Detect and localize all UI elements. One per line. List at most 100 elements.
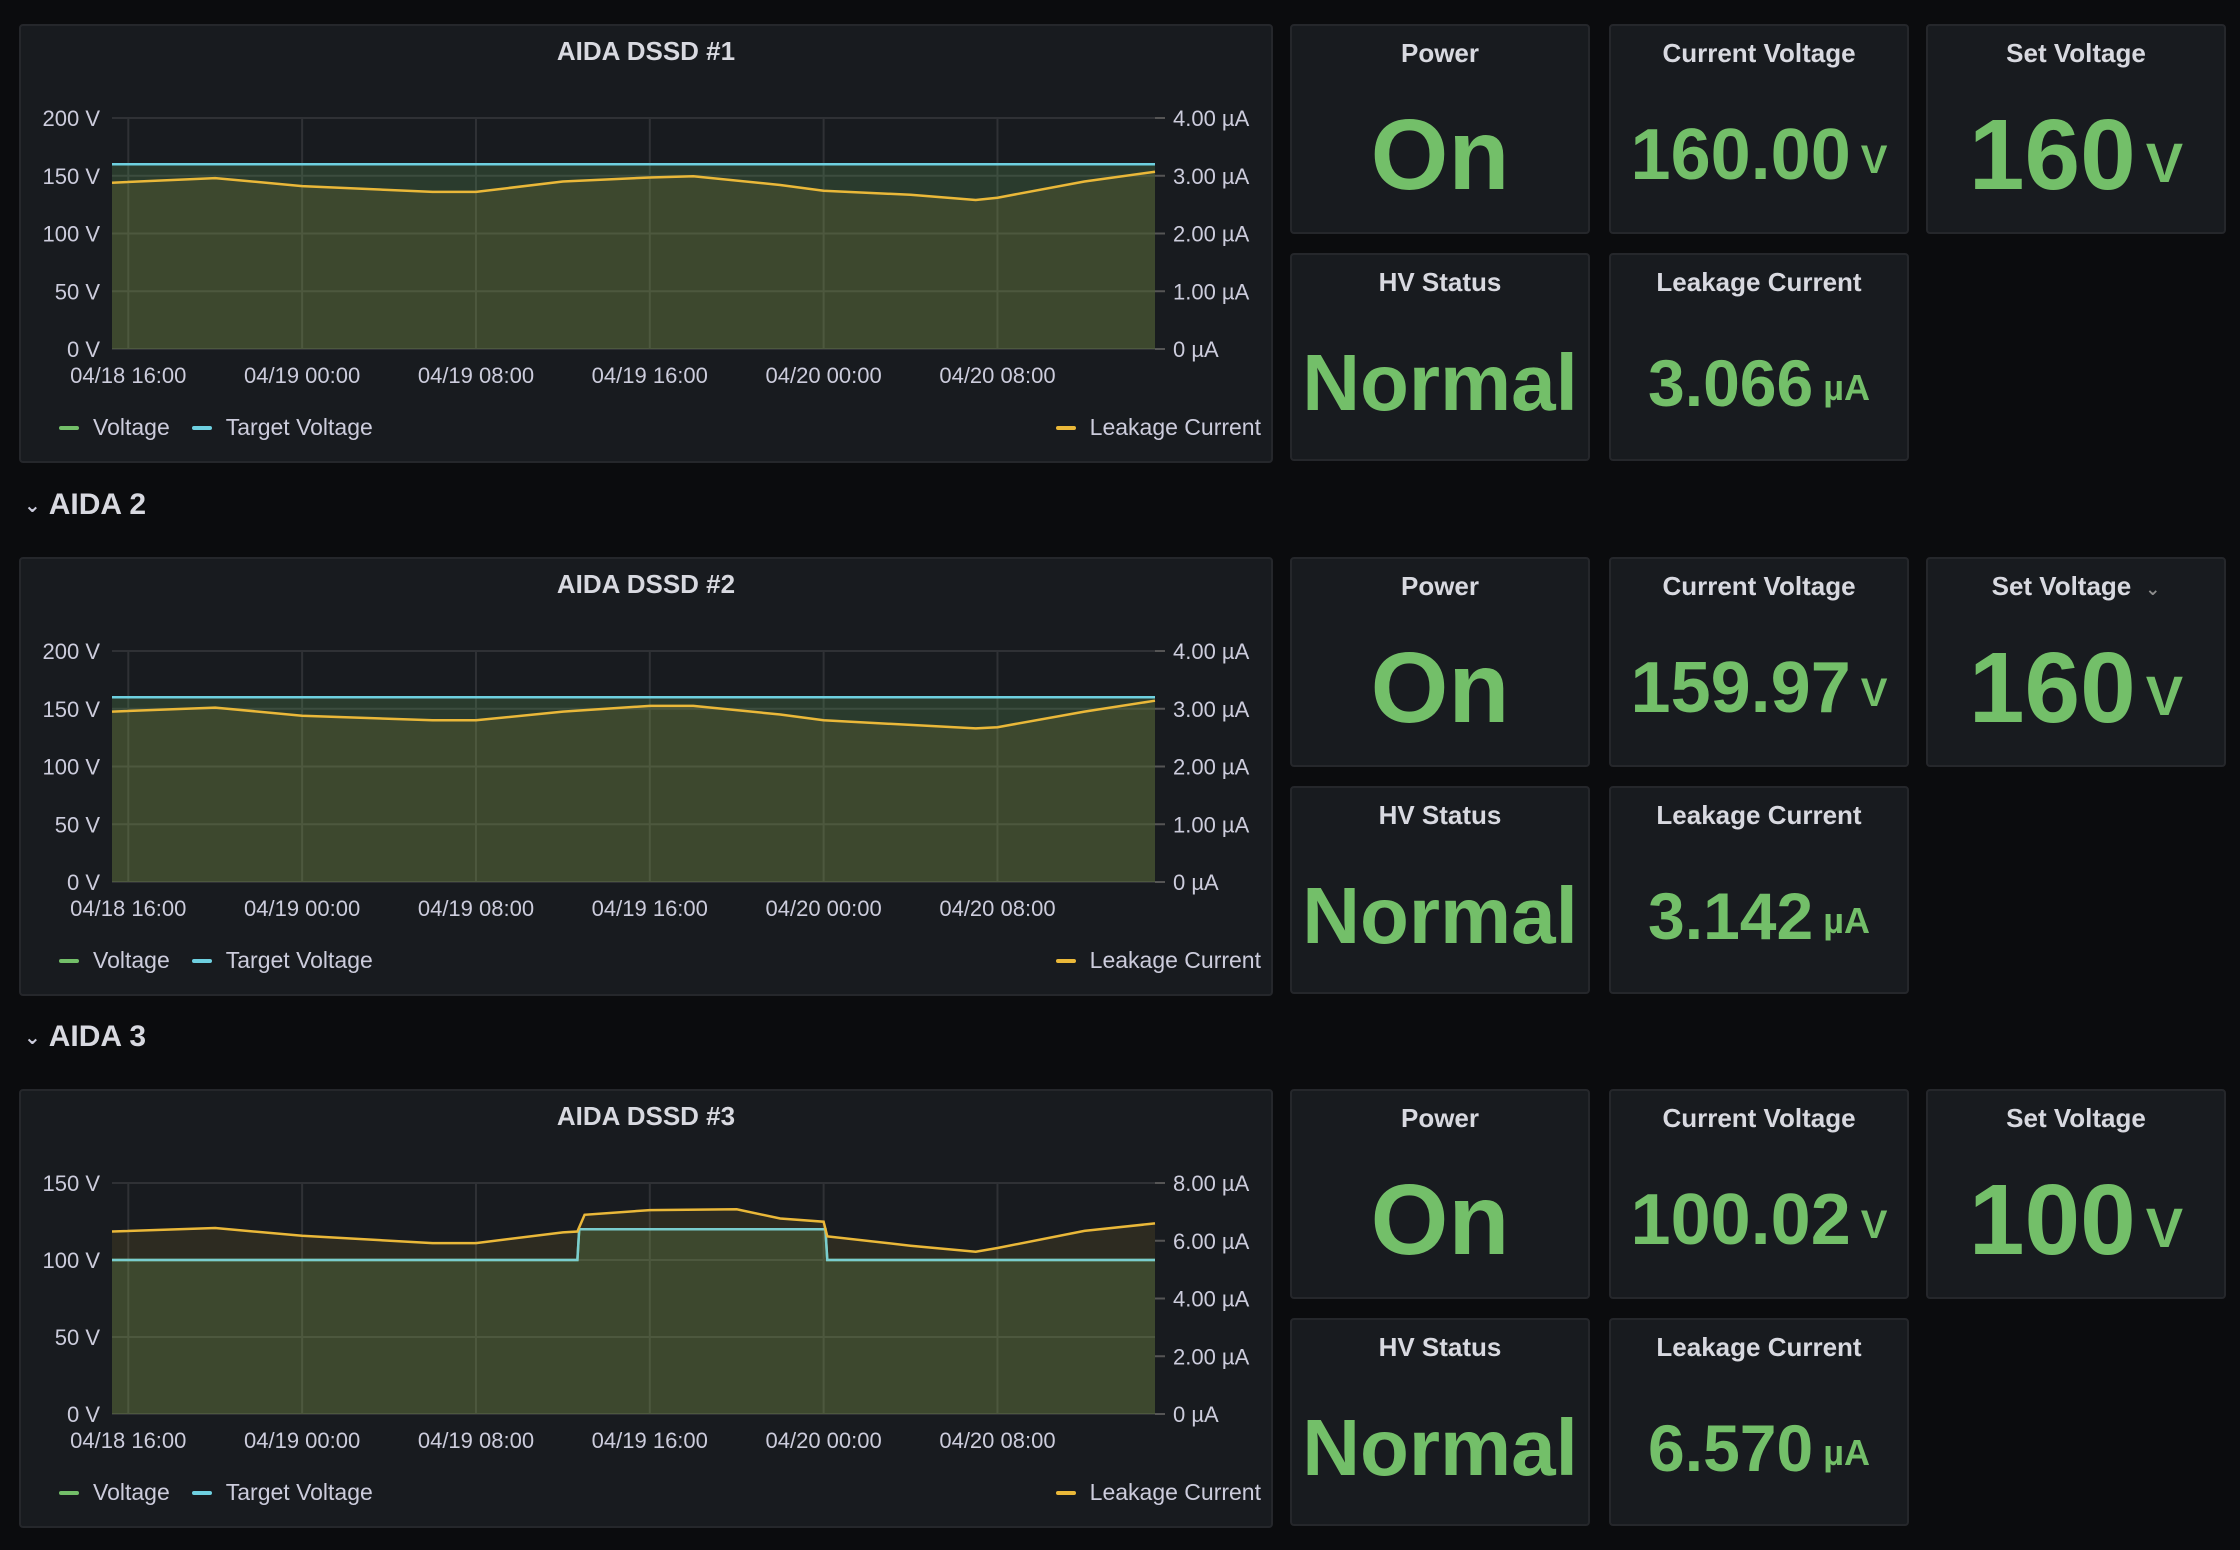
stat-title[interactable]: HV Status (1292, 800, 1588, 831)
row-header[interactable]: ⌄ AIDA 2 (24, 488, 146, 522)
stat-title-text: Current Voltage (1662, 571, 1856, 601)
stat-unit: µA (1823, 1432, 1870, 1473)
stat-title[interactable]: Current Voltage (1611, 571, 1907, 602)
stat-unit: µA (1823, 900, 1870, 941)
stat-value-wrap: Normal (1292, 1372, 1588, 1524)
stat-title[interactable]: HV Status (1292, 267, 1588, 298)
y-left-tick-label: 50 V (55, 279, 101, 304)
y-right-tick-label: 0 µA (1173, 337, 1219, 362)
legend-right: Leakage Current (1055, 1479, 1261, 1506)
y-left-tick-label: 0 V (67, 1402, 100, 1427)
stat-unit: V (1860, 137, 1888, 182)
stat-title[interactable]: Leakage Current (1611, 267, 1907, 298)
chart-panel: AIDA DSSD #1 0 V 50 V 100 V 150 V 200 V 0 µA 1.… (19, 24, 1273, 463)
leakage-current-line (111, 699, 1156, 730)
stat-panel-set-voltage: Set Voltage 100 V (1926, 1089, 2226, 1299)
stat-title[interactable]: Set Voltage (1928, 1103, 2224, 1134)
stat-title-text: Current Voltage (1662, 1103, 1856, 1133)
legend-swatch (59, 1490, 79, 1495)
stat-panel-current-voltage: Current Voltage 160.00 V (1609, 24, 1909, 234)
stat-title-text: Power (1400, 1103, 1480, 1133)
legend-swatch (59, 958, 79, 963)
stat-title[interactable]: Set Voltage ⌄ (1928, 571, 2224, 602)
stat-title-text: Set Voltage (1991, 571, 2132, 601)
stat-title[interactable]: Power (1292, 571, 1588, 602)
stat-title[interactable]: HV Status (1292, 1332, 1588, 1363)
stat-title[interactable]: Current Voltage (1611, 38, 1907, 69)
y-left-tick-label: 100 V (43, 1248, 101, 1273)
legend-label: Leakage Current (1089, 414, 1261, 440)
legend-item-leakage[interactable]: Leakage Current (1055, 1479, 1261, 1506)
stat-value: Normal (1302, 871, 1578, 960)
legend-right: Leakage Current (1055, 414, 1261, 441)
row-title: AIDA 2 (48, 488, 147, 521)
legend-label: Voltage (93, 1479, 170, 1505)
stat-value-wrap: On (1292, 611, 1588, 765)
stat-value: On (1370, 98, 1510, 211)
stat-value-wrap: 100 V (1928, 1143, 2224, 1297)
stat-panel-power: Power On (1290, 24, 1590, 234)
stat-title[interactable]: Set Voltage (1928, 38, 2224, 69)
stat-title-text: Power (1400, 38, 1480, 68)
panel-title[interactable]: AIDA DSSD #3 (556, 1101, 736, 1131)
panel-title[interactable]: AIDA DSSD #1 (556, 36, 736, 66)
legend-label: Voltage (93, 947, 170, 973)
legend-item-target[interactable]: Target Voltage (191, 1479, 373, 1506)
panel-menu-chevron-icon[interactable]: ⌄ (2145, 579, 2161, 599)
stat-title-text: Leakage Current (1656, 800, 1862, 830)
y-right-tick-label: 4.00 µA (1173, 1287, 1250, 1312)
leakage-current-area (112, 171, 1155, 349)
x-tick-label: 04/19 16:00 (592, 896, 708, 921)
stat-panel-set-voltage: Set Voltage ⌄ 160 V (1926, 557, 2226, 767)
panel-title[interactable]: AIDA DSSD #2 (556, 569, 736, 599)
legend-item-voltage[interactable]: Voltage (59, 947, 170, 974)
stat-value-wrap: 100.02 V (1611, 1143, 1907, 1297)
x-tick-label: 04/19 16:00 (592, 1428, 708, 1453)
y-left-tick-label: 100 V (43, 755, 101, 780)
stat-title-text: Power (1400, 571, 1480, 601)
legend-item-target[interactable]: Target Voltage (191, 947, 373, 974)
y-right-tick-label: 4.00 µA (1173, 106, 1250, 131)
y-left-tick-label: 150 V (43, 164, 101, 189)
legend-label: Target Voltage (225, 414, 373, 440)
row-header[interactable]: ⌄ AIDA 3 (24, 1020, 146, 1054)
stat-panel-leakage-current: Leakage Current 3.142 µA (1609, 786, 1909, 994)
stat-value-wrap: 160 V (1928, 611, 2224, 765)
voltage-area (112, 164, 1155, 349)
legend-item-voltage[interactable]: Voltage (59, 414, 170, 441)
stat-value-wrap: 160.00 V (1611, 78, 1907, 232)
y-right-tick-label: 4.00 µA (1173, 639, 1250, 664)
stat-value: On (1370, 1163, 1510, 1276)
x-tick-label: 04/19 00:00 (244, 363, 360, 388)
stat-title[interactable]: Power (1292, 1103, 1588, 1134)
stat-title[interactable]: Current Voltage (1611, 1103, 1907, 1134)
stat-unit: µA (1823, 367, 1870, 408)
x-tick-label: 04/20 00:00 (766, 896, 882, 921)
stat-value: 6.570 (1648, 1411, 1814, 1485)
stat-title[interactable]: Leakage Current (1611, 800, 1907, 831)
row-title: AIDA 3 (48, 1020, 147, 1053)
chart-panel: AIDA DSSD #2 0 V 50 V 100 V 150 V 200 V 0 µA 1.… (19, 557, 1273, 996)
voltage-area (112, 697, 1155, 882)
legend-item-leakage[interactable]: Leakage Current (1055, 947, 1261, 974)
y-left-tick-label: 200 V (43, 639, 101, 664)
y-right-tick-label: 1.00 µA (1173, 279, 1250, 304)
stat-value: Normal (1302, 338, 1578, 427)
legend-swatch (59, 425, 79, 430)
legend-item-target[interactable]: Target Voltage (191, 414, 373, 441)
stat-title[interactable]: Leakage Current (1611, 1332, 1907, 1363)
stat-title[interactable]: Power (1292, 38, 1588, 69)
y-left-tick-label: 50 V (55, 812, 101, 837)
legend-left: Voltage Target Voltage (59, 1479, 373, 1506)
legend-label: Leakage Current (1089, 947, 1261, 973)
stat-unit: V (1860, 670, 1888, 715)
legend-item-voltage[interactable]: Voltage (59, 1479, 170, 1506)
y-left-tick-label: 200 V (43, 106, 101, 131)
chart-panel: AIDA DSSD #3 0 V 50 V 100 V 150 V 0 µA 2.00 µA… (19, 1089, 1273, 1528)
stat-value: 100 (1968, 1163, 2136, 1276)
legend-left: Voltage Target Voltage (59, 414, 373, 441)
x-tick-label: 04/20 00:00 (766, 1428, 882, 1453)
stat-unit: V (2145, 130, 2184, 194)
legend-item-leakage[interactable]: Leakage Current (1055, 414, 1261, 441)
stat-value-wrap: 159.97 V (1611, 611, 1907, 765)
